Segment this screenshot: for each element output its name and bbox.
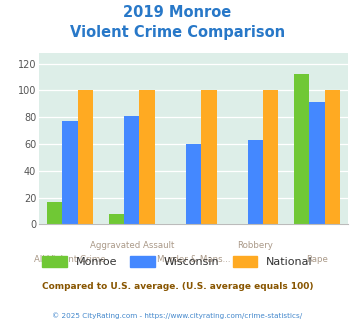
Bar — [186, 144, 201, 224]
Bar — [201, 90, 217, 224]
Bar — [294, 74, 309, 224]
Bar — [309, 102, 325, 224]
Text: Robbery: Robbery — [237, 241, 273, 250]
Text: Rape: Rape — [306, 255, 328, 264]
Bar — [140, 90, 155, 224]
Bar — [47, 202, 62, 224]
Text: Violent Crime Comparison: Violent Crime Comparison — [70, 25, 285, 40]
Bar — [109, 214, 124, 224]
Text: 2019 Monroe: 2019 Monroe — [124, 5, 231, 20]
Bar — [78, 90, 93, 224]
Legend: Monroe, Wisconsin, National: Monroe, Wisconsin, National — [38, 251, 317, 271]
Bar — [124, 116, 140, 224]
Text: Aggravated Assault: Aggravated Assault — [89, 241, 174, 250]
Text: Murder & Mans...: Murder & Mans... — [157, 255, 230, 264]
Bar — [263, 90, 278, 224]
Text: © 2025 CityRating.com - https://www.cityrating.com/crime-statistics/: © 2025 CityRating.com - https://www.city… — [53, 312, 302, 318]
Bar — [247, 140, 263, 224]
Bar — [62, 121, 78, 224]
Text: Compared to U.S. average. (U.S. average equals 100): Compared to U.S. average. (U.S. average … — [42, 282, 313, 291]
Bar — [325, 90, 340, 224]
Text: All Violent Crime: All Violent Crime — [34, 255, 106, 264]
